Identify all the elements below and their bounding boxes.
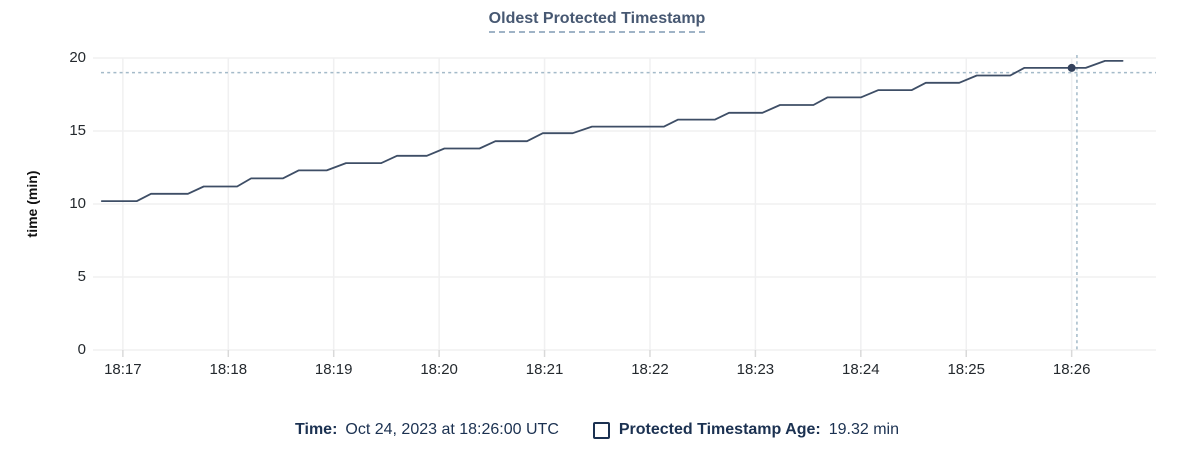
y-tick-label: 10: [69, 195, 86, 212]
x-tick-label: 18:23: [736, 361, 775, 378]
x-tick-label: 18:19: [314, 361, 353, 378]
x-tick-label: 18:20: [420, 361, 458, 378]
legend-series-toggle[interactable]: Protected Timestamp Age: 19.32 min: [592, 420, 899, 440]
x-tick-label: 18:22: [631, 361, 669, 378]
x-tick-label: 18:18: [209, 361, 248, 378]
legend-time-value: Oct 24, 2023 at 18:26:00 UTC: [345, 421, 559, 438]
series-checkbox-icon[interactable]: [592, 421, 610, 439]
legend-series-label: Protected Timestamp Age:: [618, 421, 821, 438]
legend-time-label: Time:: [295, 421, 338, 438]
series-line: [100, 60, 1124, 202]
y-tick-label: 15: [69, 122, 86, 139]
legend-time-group: Time: Oct 24, 2023 at 18:26:00 UTC: [295, 420, 559, 440]
chart-legend: Time: Oct 24, 2023 at 18:26:00 UTC Prote…: [0, 420, 1194, 440]
legend-series-value: 19.32 min: [828, 421, 899, 438]
data-point-marker: [1067, 63, 1076, 72]
x-tick-label: 18:24: [842, 361, 880, 378]
y-tick-label: 0: [77, 341, 86, 358]
x-tick-label: 18:25: [947, 361, 985, 378]
x-tick-label: 18:26: [1052, 361, 1091, 378]
chart-title-row: Oldest Protected Timestamp: [0, 10, 1194, 33]
x-tick-label: 18:21: [525, 361, 564, 378]
y-tick-label: 20: [69, 49, 86, 66]
x-tick-label: 18:17: [104, 361, 142, 378]
y-tick-label: 5: [77, 268, 86, 285]
chart-title[interactable]: Oldest Protected Timestamp: [488, 10, 706, 33]
